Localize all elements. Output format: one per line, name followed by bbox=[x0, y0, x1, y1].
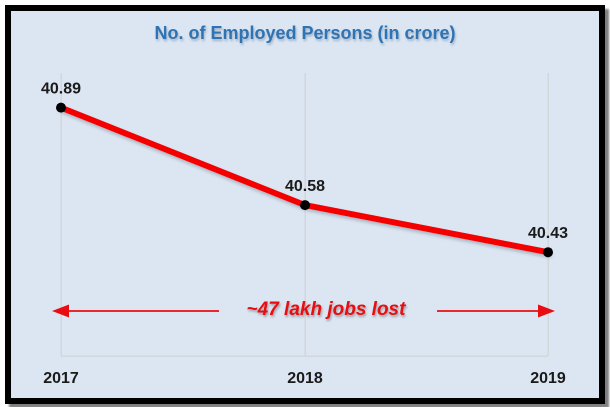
data-label-2017: 40.89 bbox=[41, 81, 81, 98]
data-label-2019: 40.43 bbox=[528, 225, 568, 242]
chart-frame: No. of Employed Persons (in crore) 40.89… bbox=[5, 5, 605, 404]
annotation-arrow-right-head bbox=[538, 304, 555, 318]
annotation-label: ~47 lakh jobs lost bbox=[246, 299, 406, 320]
data-point-2017 bbox=[56, 102, 66, 113]
data-point-2019 bbox=[543, 247, 553, 258]
chart-title: No. of Employed Persons (in crore) bbox=[154, 23, 456, 43]
data-point-2018 bbox=[300, 200, 310, 211]
x-tick-2018: 2018 bbox=[287, 370, 323, 387]
x-tick-2019: 2019 bbox=[530, 370, 566, 387]
x-tick-2017: 2017 bbox=[43, 370, 79, 387]
chart-canvas: 40.89 40.58 40.43 2017 2018 2019 bbox=[41, 73, 568, 387]
annotation-arrows bbox=[52, 304, 555, 318]
annotation-arrow-left-head bbox=[52, 304, 69, 318]
data-label-2018: 40.58 bbox=[285, 178, 325, 195]
